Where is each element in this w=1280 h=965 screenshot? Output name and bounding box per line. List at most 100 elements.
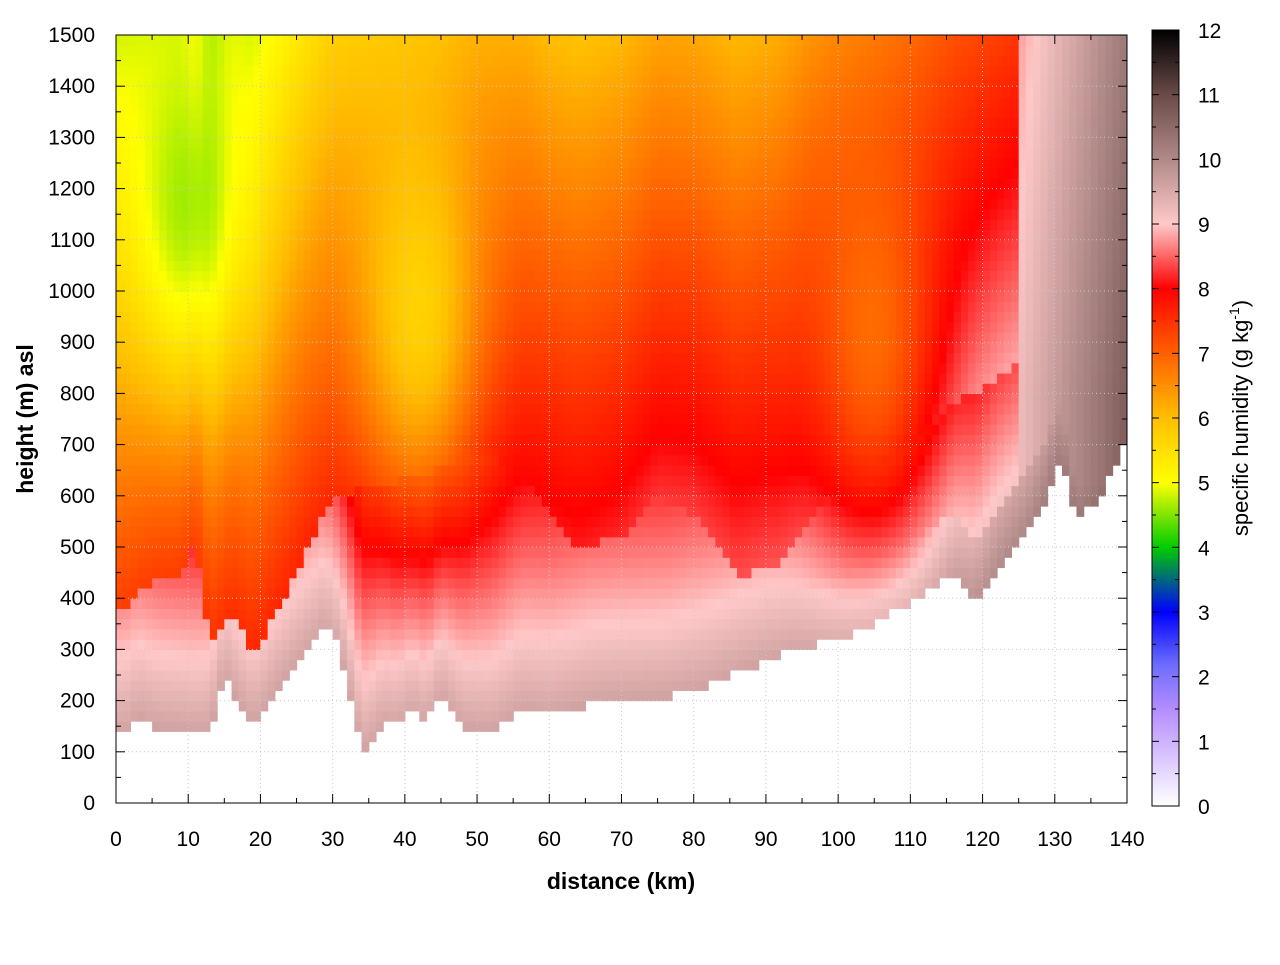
- field-cell: [578, 127, 586, 138]
- field-cell: [484, 383, 493, 394]
- field-cell: [267, 454, 276, 466]
- field-cell: [282, 157, 290, 169]
- field-cell: [498, 506, 507, 517]
- field-cell: [347, 219, 355, 231]
- field-cell: [607, 434, 615, 446]
- field-cell: [282, 465, 290, 476]
- field-cell: [238, 598, 247, 610]
- field-cell: [462, 301, 471, 313]
- field-cell: [209, 485, 218, 497]
- field-cell: [513, 106, 521, 118]
- field-cell: [592, 352, 601, 364]
- field-cell: [123, 178, 132, 190]
- field-cell: [498, 168, 507, 179]
- field-cell: [484, 721, 493, 732]
- field-cell: [180, 444, 189, 456]
- field-cell: [657, 86, 666, 98]
- field-cell: [137, 536, 146, 548]
- field-cell: [159, 444, 168, 456]
- field-cell: [621, 485, 630, 497]
- field-cell: [426, 168, 435, 179]
- field-cell: [195, 209, 204, 220]
- field-cell: [585, 526, 594, 538]
- field-cell: [556, 291, 565, 302]
- field-cell: [361, 137, 370, 149]
- field-cell: [635, 280, 644, 292]
- field-cell: [274, 659, 283, 671]
- field-cell: [188, 557, 197, 569]
- field-cell: [484, 352, 493, 364]
- field-cell: [513, 250, 521, 261]
- field-cell: [607, 587, 615, 599]
- field-cell: [542, 75, 550, 87]
- field-cell: [412, 577, 420, 589]
- field-cell: [224, 270, 233, 282]
- field-cell: [484, 280, 493, 292]
- field-cell: [650, 35, 659, 46]
- field-cell: [282, 270, 290, 282]
- field-cell: [390, 352, 399, 364]
- field-cell: [657, 239, 666, 251]
- field-cell: [325, 526, 334, 538]
- field-cell: [455, 188, 464, 200]
- field-cell: [260, 75, 269, 87]
- field-cell: [231, 526, 240, 538]
- field-cell: [267, 137, 276, 149]
- field-cell: [643, 209, 651, 220]
- field-cell: [217, 516, 225, 528]
- field-cell: [368, 434, 377, 446]
- field-cell: [433, 372, 442, 384]
- field-cell: [592, 188, 601, 200]
- field-cell: [325, 577, 334, 589]
- field-cell: [325, 413, 334, 425]
- field-cell: [657, 219, 666, 231]
- field-cell: [426, 250, 435, 261]
- field-cell: [130, 577, 139, 589]
- field-cell: [188, 219, 197, 231]
- field-cell: [383, 137, 392, 149]
- field-cell: [318, 587, 327, 599]
- field-cell: [592, 178, 601, 190]
- field-cell: [469, 444, 478, 456]
- field-cell: [332, 239, 341, 251]
- field-cell: [368, 260, 377, 272]
- field-cell: [238, 45, 247, 57]
- field-cell: [231, 321, 240, 333]
- field-cell: [657, 178, 666, 190]
- field-cell: [159, 383, 168, 394]
- field-cell: [484, 393, 493, 405]
- field-cell: [578, 157, 586, 169]
- field-cell: [657, 475, 666, 487]
- field-cell: [599, 219, 608, 231]
- field-cell: [455, 434, 464, 446]
- field-cell: [556, 229, 565, 241]
- field-cell: [469, 557, 478, 569]
- field-cell: [116, 547, 124, 558]
- field-cell: [433, 86, 442, 98]
- field-cell: [361, 178, 370, 190]
- field-cell: [397, 516, 406, 528]
- field-cell: [289, 526, 298, 538]
- field-cell: [383, 424, 392, 435]
- field-cell: [361, 45, 370, 57]
- field-cell: [383, 229, 392, 241]
- field-cell: [318, 413, 327, 425]
- field-cell: [152, 168, 160, 179]
- field-cell: [614, 137, 623, 149]
- field-cell: [599, 444, 608, 456]
- field-cell: [469, 454, 478, 466]
- field-cell: [433, 577, 442, 589]
- field-cell: [440, 680, 449, 691]
- field-cell: [274, 291, 283, 302]
- field-cell: [549, 680, 558, 691]
- field-cell: [245, 270, 254, 282]
- field-cell: [477, 229, 485, 241]
- field-cell: [549, 628, 558, 640]
- field-cell: [195, 106, 204, 118]
- field-cell: [144, 55, 153, 67]
- field-cell: [209, 649, 218, 661]
- field-cell: [455, 628, 464, 640]
- field-cell: [303, 434, 312, 446]
- field-cell: [390, 55, 399, 67]
- field-cell: [657, 342, 666, 354]
